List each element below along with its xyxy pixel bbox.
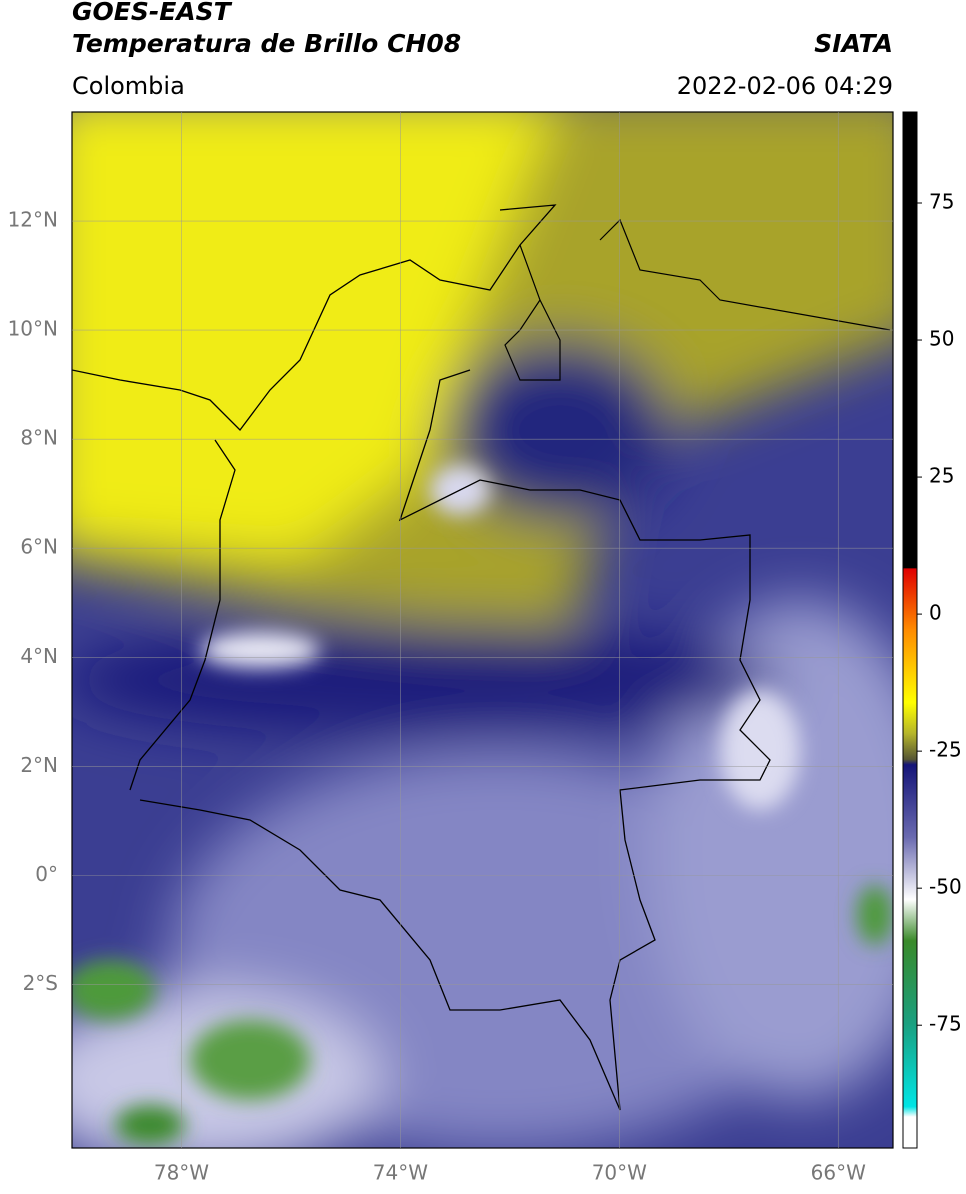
lon-tick-label: 70°W <box>592 1161 647 1185</box>
lat-tick-label: 12°N <box>8 208 58 232</box>
lat-tick-label: 2°S <box>23 971 58 995</box>
lon-tick-label: 66°W <box>811 1161 866 1185</box>
map-frame <box>71 111 894 1149</box>
colorbar-tick-label: 25 <box>929 464 954 488</box>
region: Colombia <box>72 72 185 100</box>
lat-tick-label: 8°N <box>20 426 58 450</box>
colorbar-tick-label: -50 <box>929 875 962 899</box>
satellite-image <box>72 112 893 1148</box>
lon-tick-label: 78°W <box>154 1161 209 1185</box>
colorbar <box>902 111 918 1149</box>
lat-tick-label: 6°N <box>20 535 58 559</box>
datetime: 2022-02-06 04:29 <box>677 72 893 100</box>
colorbar-tick-label: 0 <box>929 601 942 625</box>
satellite-title: GOES-EAST <box>72 0 233 26</box>
colorbar-tick-label: 75 <box>929 189 954 213</box>
colorbar-tick-label: -25 <box>929 738 962 762</box>
product-title: Temperatura de Brillo CH08 <box>72 29 461 58</box>
lat-tick-label: 0° <box>35 862 58 886</box>
lat-tick-label: 10°N <box>8 317 58 341</box>
colorbar-tick-label: 50 <box>929 327 954 351</box>
coastline <box>504 218 891 381</box>
lat-tick-label: 4°N <box>20 644 58 668</box>
lat-tick-label: 2°N <box>20 753 58 777</box>
border <box>72 204 771 1111</box>
colorbar-tick-label: -75 <box>929 1012 962 1036</box>
lon-tick-label: 74°W <box>373 1161 428 1185</box>
source: SIATA <box>814 29 893 58</box>
